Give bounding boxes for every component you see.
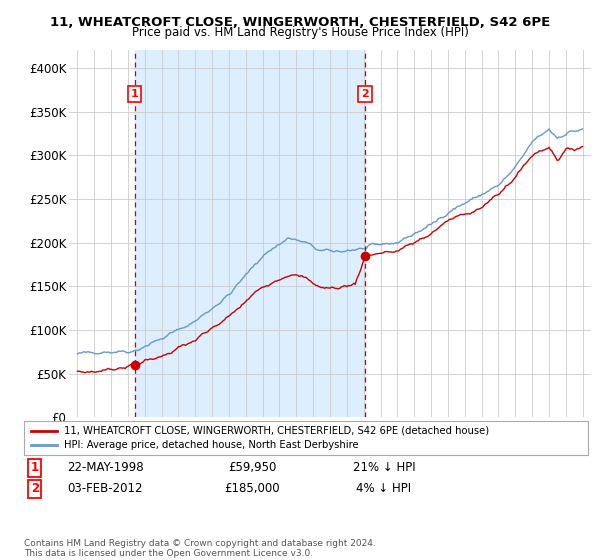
Text: 03-FEB-2012: 03-FEB-2012: [67, 482, 143, 496]
Text: £185,000: £185,000: [224, 482, 280, 496]
Text: Price paid vs. HM Land Registry's House Price Index (HPI): Price paid vs. HM Land Registry's House …: [131, 26, 469, 39]
Text: 1: 1: [131, 89, 139, 99]
Text: £59,950: £59,950: [228, 461, 276, 474]
Text: 11, WHEATCROFT CLOSE, WINGERWORTH, CHESTERFIELD, S42 6PE: 11, WHEATCROFT CLOSE, WINGERWORTH, CHEST…: [50, 16, 550, 29]
Text: 2: 2: [31, 482, 39, 496]
Text: 21% ↓ HPI: 21% ↓ HPI: [353, 461, 415, 474]
Text: 4% ↓ HPI: 4% ↓ HPI: [356, 482, 412, 496]
Text: 1: 1: [31, 461, 39, 474]
Text: 22-MAY-1998: 22-MAY-1998: [67, 461, 143, 474]
Text: 11, WHEATCROFT CLOSE, WINGERWORTH, CHESTERFIELD, S42 6PE (detached house): 11, WHEATCROFT CLOSE, WINGERWORTH, CHEST…: [64, 426, 490, 436]
Text: 2: 2: [361, 89, 369, 99]
Text: Contains HM Land Registry data © Crown copyright and database right 2024.
This d: Contains HM Land Registry data © Crown c…: [24, 539, 376, 558]
Text: HPI: Average price, detached house, North East Derbyshire: HPI: Average price, detached house, Nort…: [64, 440, 359, 450]
Bar: [134, 50, 365, 417]
